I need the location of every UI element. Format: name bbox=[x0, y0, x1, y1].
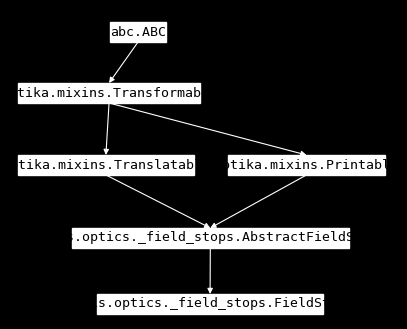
Text: esis.optics._field_stops.FieldStop: esis.optics._field_stops.FieldStop bbox=[74, 297, 346, 311]
Text: optika.mixins.Printable: optika.mixins.Printable bbox=[214, 159, 398, 171]
Bar bbox=[110, 22, 166, 42]
Text: optika.mixins.Translatable: optika.mixins.Translatable bbox=[2, 159, 210, 171]
Bar bbox=[97, 294, 323, 314]
Bar bbox=[18, 83, 200, 103]
Text: abc.ABC: abc.ABC bbox=[110, 26, 166, 38]
Bar bbox=[18, 155, 194, 175]
Text: optika.mixins.Transformable: optika.mixins.Transformable bbox=[1, 87, 217, 99]
Bar bbox=[228, 155, 385, 175]
Bar bbox=[72, 228, 349, 248]
Text: esis.optics._field_stops.AbstractFieldStop: esis.optics._field_stops.AbstractFieldSt… bbox=[42, 232, 378, 244]
